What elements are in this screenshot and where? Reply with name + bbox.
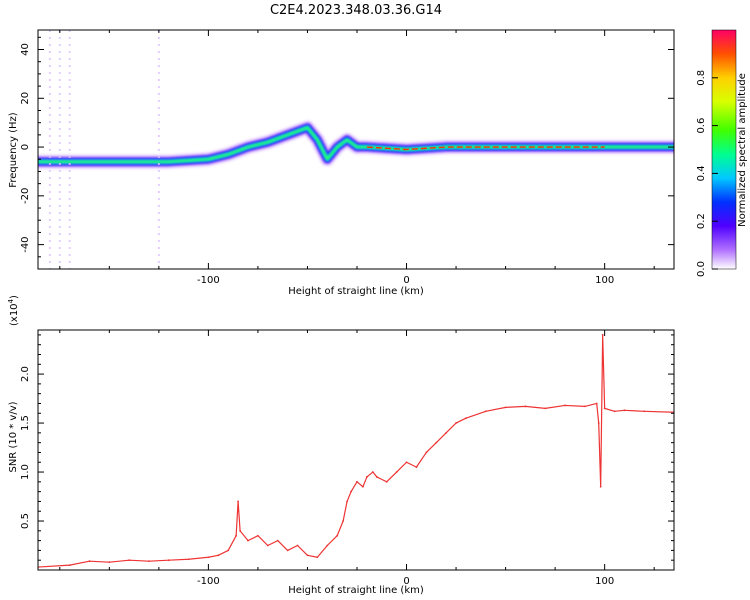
spectrogram-panel: -100 0 100 -40 -20 0 20 40 Height of straight l… (8, 29, 675, 297)
snr-point (601, 333, 604, 336)
top-y-tick-label: 0 (20, 144, 31, 150)
snr-point (207, 556, 210, 559)
snr-point (316, 556, 319, 559)
exponent-power: 4 (7, 298, 15, 303)
bottom-y-axis-label: SNR (10 * v/v) (8, 401, 19, 472)
snr-point (504, 406, 507, 409)
snr-point (623, 409, 626, 412)
spectrogram-trace (38, 30, 674, 269)
snr-point (599, 485, 602, 488)
snr-line (38, 334, 674, 568)
snr-exponent-label: (x104) (7, 295, 20, 326)
snr-point (484, 410, 487, 413)
top-y-tick-label: 20 (20, 92, 31, 105)
bottom-y-tick-label: 2.0 (20, 366, 31, 382)
top-x-tick-label: 0 (403, 275, 409, 286)
snr-point (217, 554, 220, 557)
snr-point (356, 480, 358, 483)
snr-point (435, 441, 438, 444)
bottom-x-tick-label: 0 (403, 576, 409, 587)
colorbar-tick-label: 0.2 (696, 213, 707, 229)
snr-point (148, 560, 150, 563)
snr-point (336, 534, 339, 537)
bottom-y-tick-label: 1.0 (20, 464, 31, 480)
snr-point (415, 466, 418, 469)
top-y-tick-label: 40 (20, 43, 31, 56)
snr-point (346, 500, 348, 503)
snr-point (239, 529, 241, 532)
colorbar-label: Normalized spectral amplitude (737, 73, 748, 227)
snr-point (595, 402, 598, 405)
snr-point (643, 410, 646, 413)
snr-point (564, 404, 566, 407)
snr-point (342, 520, 345, 522)
top-y-tick-label: -20 (20, 188, 31, 204)
bottom-y-tick-label: 1.5 (20, 415, 31, 431)
snr-point (68, 564, 71, 567)
bottom-x-axis-label: Height of straight line (km) (288, 585, 424, 596)
exponent-base: (x10 (9, 303, 20, 326)
snr-point (524, 405, 527, 408)
colorbar-tick-label: 0.4 (696, 165, 707, 181)
top-y-tick-label: -40 (20, 236, 31, 252)
top-y-axis-label: Frequency (Hz) (8, 112, 19, 188)
snr-point (247, 539, 249, 542)
snr-point (455, 422, 457, 424)
snr-panel: -100 0 100 0.5 1.0 1.5 2.0 Height of straight … (7, 295, 675, 596)
snr-point (296, 544, 299, 547)
snr-frame (37, 329, 675, 571)
snr-point (362, 485, 364, 488)
snr-point (237, 500, 240, 503)
snr-point (603, 407, 606, 410)
figure-title: C2E4.2023.348.03.36.G14 (270, 3, 442, 18)
snr-point (257, 534, 259, 537)
snr-point (445, 431, 448, 434)
top-x-tick-label: -100 (197, 275, 220, 286)
snr-point (266, 544, 269, 547)
bottom-y-tick-label: 0.5 (20, 513, 31, 529)
bottom-x-tick-label: 100 (595, 576, 614, 587)
exponent-close: ) (9, 295, 20, 299)
bottom-x-tick-label: -100 (197, 576, 220, 587)
snr-point (306, 554, 309, 557)
snr-point (613, 410, 616, 413)
top-x-axis-label: Height of straight line (km) (288, 286, 424, 297)
snr-point (326, 544, 329, 547)
trace-core (366, 146, 605, 151)
snr-point (385, 480, 388, 483)
spectrogram-frame (37, 29, 675, 270)
colorbar-tick-label: 0.6 (696, 118, 707, 134)
snr-point (286, 549, 289, 552)
snr-point (276, 539, 279, 542)
snr-point (128, 559, 131, 562)
snr-point (227, 549, 230, 552)
snr-point (167, 559, 170, 562)
snr-point (597, 422, 600, 424)
snr-point (465, 417, 467, 420)
snr-point (395, 471, 398, 473)
colorbar-tick-label: 0.0 (696, 261, 707, 277)
colorbar-tick-label: 0.8 (696, 70, 707, 86)
snr-point (365, 476, 368, 478)
colorbar: 0.0 0.2 0.4 0.6 0.8 Normalized spectral ampl… (696, 29, 748, 277)
snr-point (371, 471, 374, 473)
colorbar-ticks: 0.0 0.2 0.4 0.6 0.8 (696, 70, 718, 277)
snr-point (88, 560, 91, 563)
snr-point (583, 405, 586, 408)
snr-point (108, 561, 111, 564)
snr-series (38, 333, 674, 568)
snr-point (425, 451, 428, 454)
snr-background (38, 330, 674, 570)
top-x-tick-label: 100 (595, 275, 614, 286)
colorbar-scale (711, 29, 737, 270)
snr-point (405, 461, 408, 464)
snr-point (375, 476, 378, 478)
snr-point (235, 534, 238, 537)
snr-point (544, 407, 547, 410)
snr-point (187, 558, 190, 561)
snr-point (350, 490, 352, 493)
